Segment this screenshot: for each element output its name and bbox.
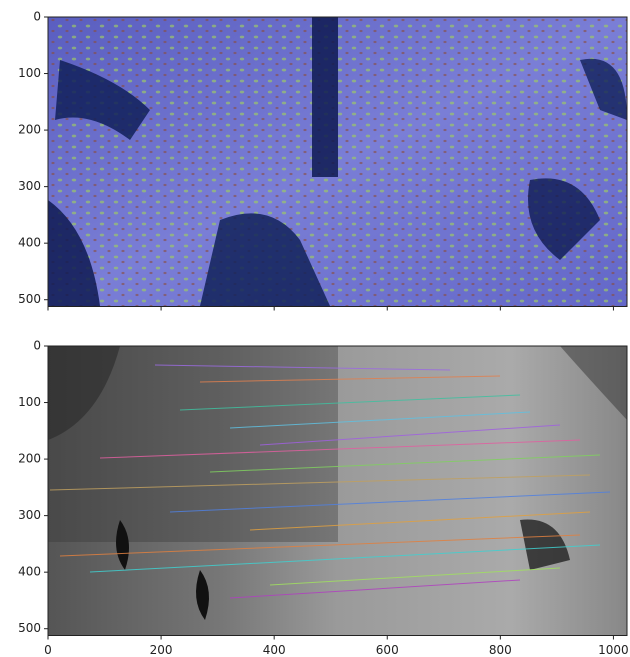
x-tick-label: 400 [263,643,286,657]
y-tick-label: 300 [18,508,41,522]
figure: 0100200300400500010020030040050002004006… [0,0,630,657]
y-tick-label: 400 [18,565,41,579]
y-tick-label: 200 [18,452,41,466]
y-tick-label: 0 [33,339,41,353]
y-tick-label: 300 [18,179,41,193]
overlay-image [48,17,627,306]
y-tick-label: 400 [18,236,41,250]
x-tick-label: 800 [489,643,512,657]
y-tick-label: 100 [18,66,41,80]
y-tick-label: 500 [18,292,41,306]
x-tick-label: 1000 [598,643,629,657]
y-tick-label: 100 [18,395,41,409]
y-tick-label: 200 [18,123,41,137]
x-tick-label: 200 [150,643,173,657]
y-tick-label: 500 [18,621,41,635]
x-tick-label: 0 [44,643,52,657]
y-tick-label: 0 [33,10,41,24]
x-tick-label: 600 [376,643,399,657]
